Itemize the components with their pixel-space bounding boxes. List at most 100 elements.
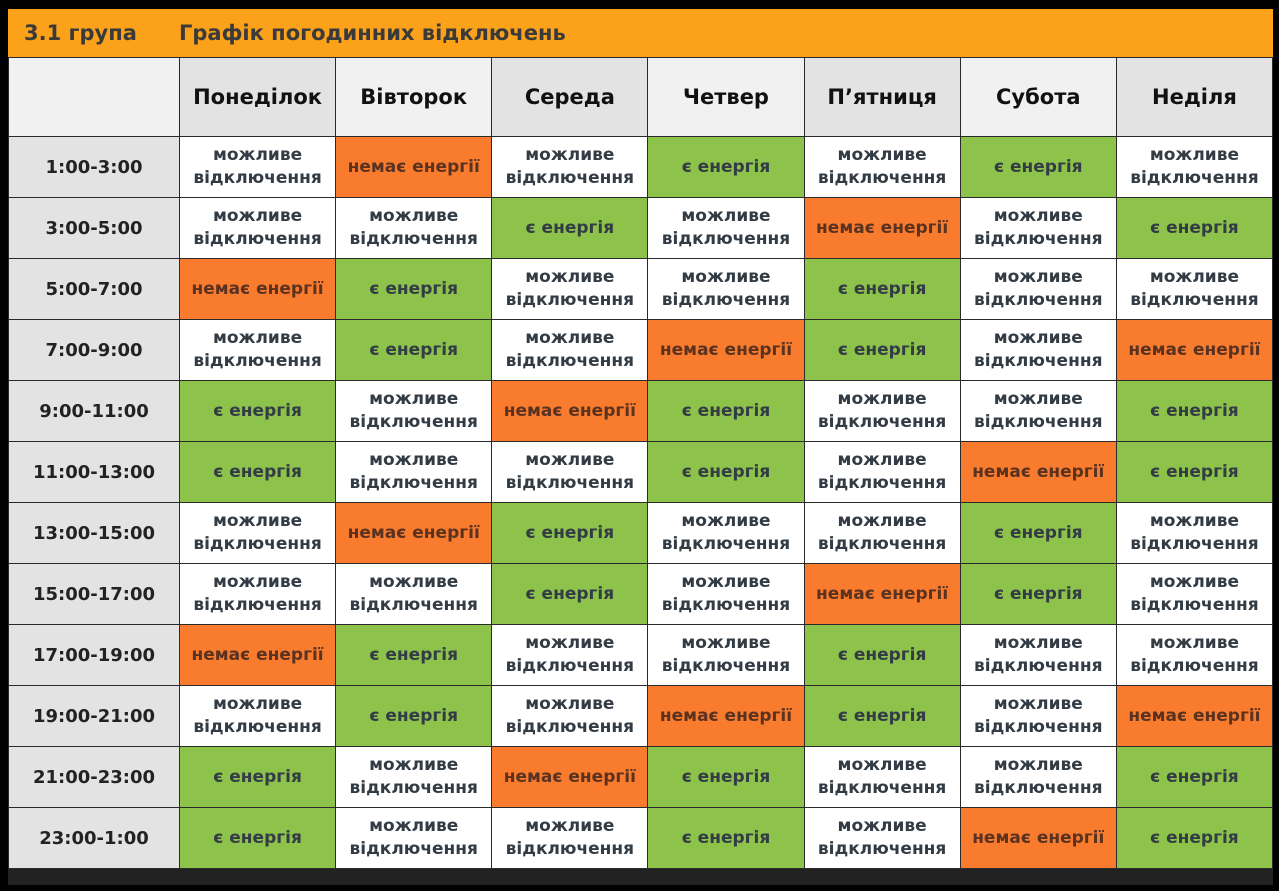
status-cell: є енергія <box>959 563 1117 625</box>
status-label: є енергія <box>369 339 459 360</box>
status-label: немає енергії <box>503 766 636 787</box>
status-cell: є енергія <box>178 807 337 869</box>
status-cell: можливе відключення <box>803 380 961 442</box>
status-label: є енергія <box>837 705 927 726</box>
status-cell: є енергія <box>178 441 337 503</box>
status-cell: є енергія <box>335 685 493 747</box>
table-row: 7:00-9:00 можливе відключення є енергія мож… <box>8 319 1274 381</box>
status-label: є енергія <box>1150 400 1239 421</box>
status-cell: немає енергії <box>1115 685 1274 747</box>
status-label: можливе відключення <box>349 206 478 249</box>
status-label: можливе відключення <box>817 816 947 859</box>
status-cell: є енергія <box>1115 380 1274 442</box>
status-label: можливе відключення <box>505 450 635 493</box>
status-cell: є енергія <box>803 258 961 320</box>
status-cell: є енергія <box>1115 746 1274 808</box>
table-row: 17:00-19:00 немає енергії є енергія можливе… <box>8 624 1274 686</box>
status-cell: можливе відключення <box>491 441 649 503</box>
status-cell: можливе відключення <box>335 807 493 869</box>
table-row: 21:00-23:00 є енергія можливе відключення н… <box>8 746 1274 808</box>
status-cell: можливе відключення <box>959 319 1117 381</box>
status-label: можливе відключення <box>974 328 1103 371</box>
status-label: можливе відключення <box>661 267 791 310</box>
status-cell: можливе відключення <box>803 136 961 198</box>
status-cell: немає енергії <box>803 197 961 259</box>
status-cell: є енергія <box>803 685 961 747</box>
status-label: можливе відключення <box>505 694 635 737</box>
status-cell: є енергія <box>491 197 649 259</box>
status-cell: є енергія <box>1115 807 1274 869</box>
status-label: немає енергії <box>816 583 949 604</box>
status-cell: можливе відключення <box>647 502 805 564</box>
status-label: можливе відключення <box>974 267 1103 310</box>
status-label: можливе відключення <box>505 145 635 188</box>
status-label: можливе відключення <box>661 206 791 249</box>
status-cell: можливе відключення <box>1115 624 1274 686</box>
status-cell: є енергія <box>959 502 1117 564</box>
status-label: можливе відключення <box>505 816 635 859</box>
status-label: є енергія <box>837 339 927 360</box>
day-header: Понеділок <box>178 57 337 137</box>
status-cell: є енергія <box>491 502 649 564</box>
status-label: можливе відключення <box>817 145 947 188</box>
status-cell: є енергія <box>647 441 805 503</box>
status-cell: можливе відключення <box>335 197 493 259</box>
status-label: є енергія <box>681 461 771 482</box>
status-label: немає енергії <box>191 644 324 665</box>
status-cell: можливе відключення <box>803 807 961 869</box>
status-cell: немає енергії <box>647 685 805 747</box>
table-row: 5:00-7:00 немає енергії є енергія можливе в… <box>8 258 1274 320</box>
table-row: 13:00-15:00 можливе відключення немає енер… <box>8 502 1274 564</box>
status-cell: можливе відключення <box>178 197 337 259</box>
table-row: 9:00-11:00 є енергія можливе відключення не… <box>8 380 1274 442</box>
status-cell: можливе відключення <box>178 685 337 747</box>
status-cell: можливе відключення <box>178 136 337 198</box>
status-label: можливе відключення <box>817 450 947 493</box>
status-cell: є енергія <box>335 258 493 320</box>
status-label: немає енергії <box>503 400 636 421</box>
status-label: можливе відключення <box>1130 511 1259 554</box>
status-label: немає енергії <box>1128 339 1261 360</box>
status-cell: можливе відключення <box>959 685 1117 747</box>
status-label: можливе відключення <box>349 755 478 798</box>
status-cell: є енергія <box>335 624 493 686</box>
status-label: можливе відключення <box>817 389 947 432</box>
status-cell: є енергія <box>647 807 805 869</box>
status-cell: можливе відключення <box>335 380 493 442</box>
status-label: є енергія <box>213 400 302 421</box>
time-slot: 15:00-17:00 <box>8 563 180 625</box>
status-label: можливе відключення <box>349 816 478 859</box>
status-cell: можливе відключення <box>959 197 1117 259</box>
status-label: є енергія <box>525 583 615 604</box>
status-label: можливе відключення <box>505 633 635 676</box>
status-label: немає енергії <box>659 705 793 726</box>
status-cell: немає енергії <box>335 136 493 198</box>
schedule-table: Понеділок Вівторок Середа Четвер П’ятниця Суб… <box>8 57 1274 869</box>
time-slot: 19:00-21:00 <box>8 685 180 747</box>
status-label: можливе відключення <box>193 206 322 249</box>
corner-cell <box>8 57 180 137</box>
status-cell: можливе відключення <box>1115 136 1274 198</box>
status-label: є енергія <box>369 278 459 299</box>
table-row: 23:00-1:00 є енергія можливе відключення мо… <box>8 807 1274 869</box>
time-slot: 21:00-23:00 <box>8 746 180 808</box>
status-cell: немає енергії <box>959 807 1117 869</box>
table-row: 1:00-3:00 можливе відключення немає енергі… <box>8 136 1274 198</box>
status-label: немає енергії <box>972 461 1105 482</box>
status-cell: можливе відключення <box>1115 563 1274 625</box>
day-header: П’ятниця <box>803 57 961 137</box>
status-cell: можливе відключення <box>647 624 805 686</box>
status-label: є енергія <box>1150 827 1239 848</box>
status-label: можливе відключення <box>1130 267 1259 310</box>
status-label: можливе відключення <box>661 572 791 615</box>
schedule-title: Графік погодинних відключень <box>179 21 566 45</box>
status-label: є енергія <box>837 644 927 665</box>
status-cell: можливе відключення <box>491 136 649 198</box>
status-cell: є енергія <box>803 319 961 381</box>
status-cell: є енергія <box>335 319 493 381</box>
status-cell: можливе відключення <box>491 258 649 320</box>
day-header: Четвер <box>647 57 805 137</box>
status-label: можливе відключення <box>1130 633 1259 676</box>
status-label: можливе відключення <box>661 511 791 554</box>
status-cell: немає енергії <box>335 502 493 564</box>
